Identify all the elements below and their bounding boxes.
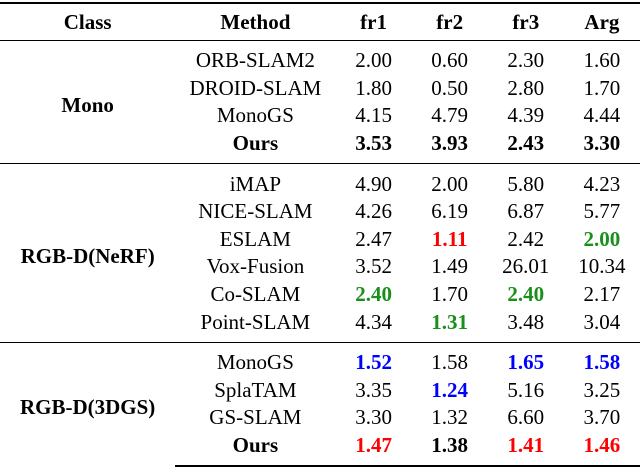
value-cell-fr3: 2.42	[507, 226, 545, 251]
value-cell-fr1: 1.80	[355, 75, 392, 100]
value-cell-fr3: 2.43	[507, 131, 545, 156]
table-row: GS-SLAM 3.30 1.32 6.60 3.70	[0, 404, 640, 432]
value-cell-fr1: 2.40	[355, 282, 392, 307]
value-cell-fr2: 1.31	[431, 309, 469, 334]
value-cell-fr2: 4.79	[431, 103, 469, 128]
value-cell-arg: 3.30	[583, 131, 621, 156]
method-cell: iMAP	[175, 163, 336, 198]
value-cell-arg: 4.23	[563, 163, 640, 198]
value-cell-fr1: 3.52	[355, 254, 392, 279]
value-cell-arg: 5.77	[583, 199, 621, 224]
header-fr1: fr1	[335, 2, 412, 41]
table-row: Vox-Fusion 3.52 1.49 26.01 10.34	[0, 253, 640, 281]
value-cell-fr1: 1.52	[335, 341, 412, 377]
value-cell-fr3: 2.80	[507, 75, 545, 100]
group-2: RGB-D(3DGS) MonoGS 1.52 1.58 1.65 1.58 SplaTAM…	[0, 341, 640, 467]
value-cell-arg: 1.70	[583, 75, 621, 100]
method-cell: NICE-SLAM	[198, 199, 313, 224]
value-cell-fr2: 0.50	[431, 75, 469, 100]
value-cell-fr3: 1.65	[487, 341, 564, 377]
value-cell-fr3: 2.40	[507, 282, 545, 307]
value-cell-arg: 1.60	[583, 48, 621, 73]
value-cell-fr2: 1.32	[431, 405, 469, 430]
value-cell-fr2: 0.60	[431, 48, 469, 73]
value-cell-fr2: 1.70	[431, 282, 469, 307]
header-arg: Arg	[563, 2, 640, 41]
value-cell-fr1: 4.90	[335, 163, 412, 198]
table-row: RGB-D(3DGS) MonoGS 1.52 1.58 1.65 1.58	[0, 341, 640, 467]
value-cell-fr1: 2.47	[355, 226, 392, 251]
method-cell: Ours	[232, 131, 279, 156]
method-cell: Ours	[175, 431, 336, 467]
method-cell: MonoGS	[216, 103, 294, 128]
table-row: ESLAM 2.47 1.11 2.42 2.00	[0, 226, 640, 254]
value-cell-fr2: 1.58	[411, 341, 488, 377]
method-cell: Co-SLAM	[210, 282, 301, 307]
method-cell: MonoGS	[175, 341, 336, 377]
method-cell: Point-SLAM	[200, 309, 311, 334]
method-cell: Vox-Fusion	[206, 254, 305, 279]
value-cell-fr1: 4.15	[355, 103, 392, 128]
value-cell-fr1: 1.47	[335, 431, 412, 467]
class-label: RGB-D(NeRF)	[0, 163, 176, 343]
method-cell: DROID-SLAM	[189, 75, 322, 100]
value-cell-fr3: 6.87	[507, 199, 545, 224]
value-cell-fr2: 1.38	[411, 431, 488, 467]
value-cell-fr1: 3.30	[355, 405, 392, 430]
method-cell: SplaTAM	[214, 377, 297, 402]
value-cell-arg: 4.44	[583, 103, 621, 128]
value-cell-fr2: 3.93	[431, 131, 469, 156]
table-row: MonoGS 4.15 4.79 4.39 4.44	[0, 102, 640, 130]
method-cell: GS-SLAM	[209, 405, 302, 430]
table-row: DROID-SLAM 1.80 0.50 2.80 1.70	[0, 75, 640, 103]
value-cell-fr3: 2.30	[507, 48, 545, 73]
value-cell-arg: 3.70	[583, 405, 621, 430]
value-cell-fr2: 2.00	[411, 163, 488, 198]
table-row: RGB-D(NeRF) iMAP 4.90 2.00 5.80 4.23	[0, 163, 640, 343]
value-cell-arg: 1.46	[563, 431, 640, 467]
value-cell-fr1: 2.00	[355, 48, 392, 73]
value-cell-fr3: 4.39	[507, 103, 545, 128]
value-cell-arg: 10.34	[578, 254, 626, 279]
table-row: Ours 3.53 3.93 2.43 3.30	[0, 130, 640, 164]
table-row: Point-SLAM 4.34 1.31 3.48 3.04	[0, 308, 640, 342]
method-cell: ESLAM	[219, 226, 291, 251]
value-cell-fr2: 1.11	[431, 226, 468, 251]
header-class: Class	[0, 2, 176, 41]
value-cell-fr3: 5.16	[507, 377, 545, 402]
method-cell: ORB-SLAM2	[195, 48, 315, 73]
group-1: RGB-D(NeRF) iMAP 4.90 2.00 5.80 4.23 NICE-SLAM…	[0, 163, 640, 343]
value-cell-fr1: 4.26	[355, 199, 392, 224]
value-cell-fr1: 4.34	[355, 309, 392, 334]
value-cell-fr3: 3.48	[507, 309, 545, 334]
value-cell-fr2: 1.49	[431, 254, 469, 279]
value-cell-arg: 2.17	[583, 282, 621, 307]
value-cell-arg: 3.04	[583, 309, 621, 334]
header-fr3: fr3	[487, 2, 564, 41]
value-cell-fr3: 5.80	[487, 163, 564, 198]
group-0: Mono ORB-SLAM2 2.00 0.60 2.30 1.60 DROID-SLAM 1…	[0, 41, 640, 164]
value-cell-fr1: 3.53	[355, 131, 392, 156]
table-row: NICE-SLAM 4.26 6.19 6.87 5.77	[0, 198, 640, 226]
header-row: Class Method fr1 fr2 fr3 Arg	[0, 2, 640, 41]
value-cell-fr2: 6.19	[431, 199, 469, 224]
class-label: Mono	[61, 92, 114, 117]
header-fr2: fr2	[411, 2, 488, 41]
value-cell-fr3: 6.60	[507, 405, 545, 430]
table-row: Co-SLAM 2.40 1.70 2.40 2.17	[0, 281, 640, 309]
class-label: RGB-D(3DGS)	[0, 341, 176, 467]
value-cell-arg: 2.00	[583, 226, 621, 251]
table-row: Mono ORB-SLAM2 2.00 0.60 2.30 1.60	[0, 41, 640, 116]
value-cell-fr3: 26.01	[502, 254, 550, 279]
value-cell-fr2: 1.24	[431, 377, 469, 402]
table-row: SplaTAM 3.35 1.24 5.16 3.25	[0, 377, 640, 405]
value-cell-fr1: 3.35	[355, 377, 392, 402]
value-cell-arg: 3.25	[583, 377, 621, 402]
value-cell-arg: 1.58	[563, 341, 640, 377]
value-cell-fr3: 1.41	[487, 431, 564, 467]
header-method: Method	[175, 2, 336, 41]
